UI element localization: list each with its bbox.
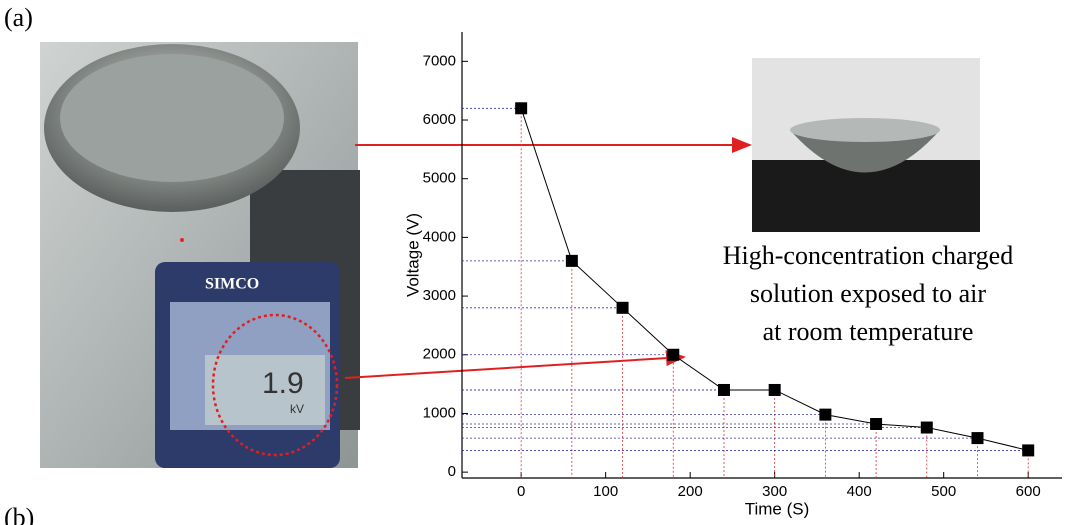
- annotation: solution exposed to air: [750, 279, 986, 308]
- meter-reading: 1.9: [262, 367, 304, 400]
- y-tick-label: 1000: [423, 404, 456, 421]
- data-point: [1022, 444, 1035, 457]
- y-tick-label: 0: [448, 463, 456, 480]
- meter-brand: SIMCO: [205, 276, 259, 293]
- y-tick-label: 3000: [423, 287, 456, 304]
- data-point: [515, 102, 528, 115]
- data-point: [667, 348, 680, 361]
- x-tick-label: 100: [593, 483, 618, 500]
- panel-label: (b): [4, 503, 34, 525]
- x-tick-label: 400: [847, 483, 872, 500]
- y-tick-label: 6000: [423, 111, 456, 128]
- y-axis-label: Voltage (V): [403, 213, 422, 297]
- y-tick-label: 2000: [423, 346, 456, 363]
- data-point: [768, 383, 781, 396]
- data-point: [717, 383, 730, 396]
- x-tick-label: 600: [1016, 483, 1041, 500]
- x-axis-label: Time (S): [745, 499, 810, 518]
- data-point: [565, 254, 578, 267]
- x-tick-label: 300: [762, 483, 787, 500]
- data-point: [971, 432, 984, 445]
- annotation: at room temperature: [763, 317, 974, 346]
- annotation: High-concentration charged: [723, 241, 1013, 270]
- data-point: [920, 421, 933, 434]
- inset-photo: [752, 58, 980, 232]
- data-point: [616, 301, 629, 314]
- data-point: [870, 418, 883, 431]
- y-tick-label: 7000: [423, 52, 456, 69]
- data-point: [819, 408, 832, 421]
- x-tick-label: 200: [678, 483, 703, 500]
- y-tick-label: 4000: [423, 228, 456, 245]
- y-tick-label: 5000: [423, 170, 456, 187]
- x-tick-label: 0: [517, 483, 525, 500]
- x-tick-label: 500: [931, 483, 956, 500]
- panel-label: (a): [4, 3, 33, 32]
- meter-unit: kV: [290, 402, 304, 416]
- photo: SIMCO 1.9 kV: [40, 42, 360, 468]
